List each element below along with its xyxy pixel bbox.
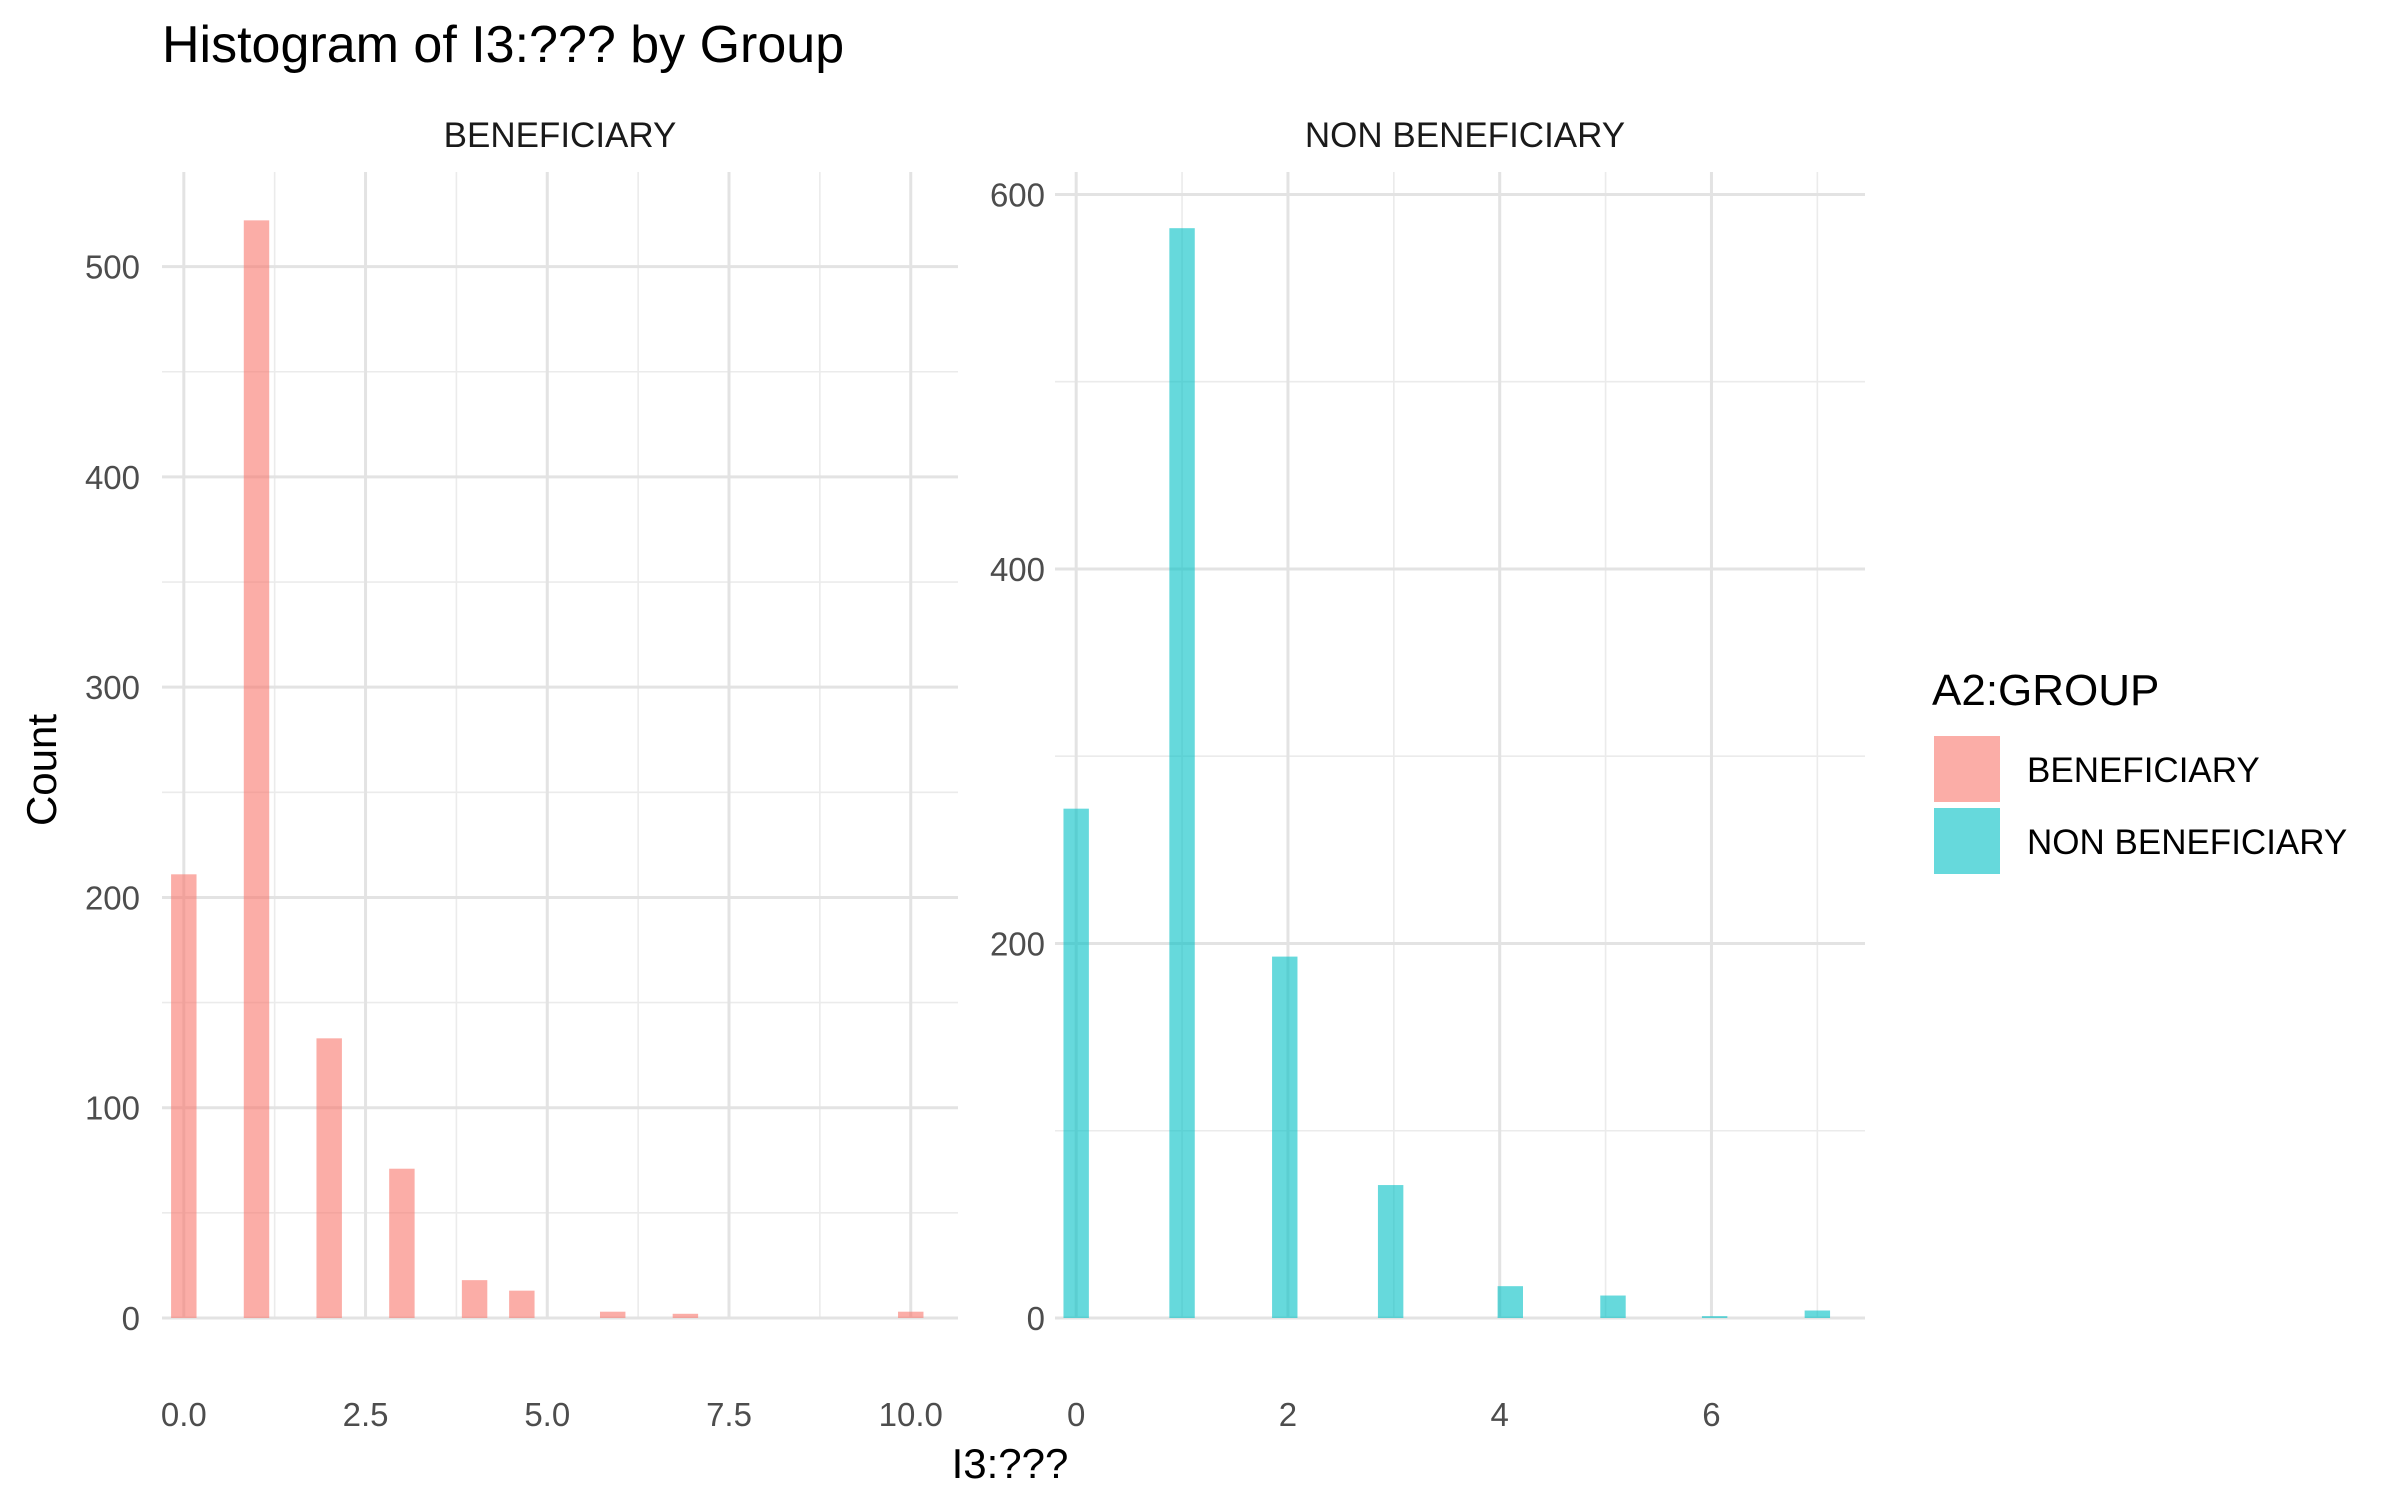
histogram-bar-non-beneficiary: [1377, 1185, 1404, 1318]
tick-labels: 0.0 2.5 5.0 7.5 10.0 0 100 200 300 400 500 0 2 4 6 0 200…: [85, 176, 1721, 1433]
histogram-bar-non-beneficiary: [1063, 808, 1089, 1318]
y-tick-label: 600: [990, 176, 1045, 213]
histogram-bar-beneficiary: [599, 1311, 626, 1318]
y-axis-label: Count: [18, 714, 65, 826]
histogram-bar-non-beneficiary: [1701, 1316, 1728, 1318]
y-tick-label: 400: [990, 551, 1045, 588]
y-tick-label: 0: [122, 1300, 140, 1337]
x-tick-label: 10.0: [879, 1396, 943, 1433]
x-tick-label: 0.0: [161, 1396, 207, 1433]
y-tick-label: 0: [1027, 1300, 1045, 1337]
histogram-bar-beneficiary: [316, 1038, 342, 1318]
legend-label-beneficiary: BENEFICIARY: [2027, 751, 2260, 790]
chart-title: Histogram of I3:??? by Group: [162, 16, 844, 74]
histogram-bar-beneficiary: [509, 1290, 535, 1318]
x-tick-label: 6: [1702, 1396, 1720, 1433]
legend-swatch-non-beneficiary: [1934, 808, 2000, 874]
y-tick-label: 300: [85, 669, 140, 706]
legend-title: A2:GROUP: [1932, 666, 2159, 715]
histogram-bar-non-beneficiary: [1600, 1295, 1626, 1318]
histogram-bar-non-beneficiary: [1497, 1286, 1523, 1318]
x-tick-label: 7.5: [706, 1396, 752, 1433]
histogram-bar-non-beneficiary: [1169, 228, 1195, 1318]
x-tick-label: 2: [1279, 1396, 1297, 1433]
histogram-bar-beneficiary: [672, 1313, 699, 1318]
histogram-bar-beneficiary: [389, 1168, 415, 1318]
x-tick-label: 0: [1067, 1396, 1085, 1433]
y-tick-label: 100: [85, 1090, 140, 1127]
legend: A2:GROUP BENEFICIARY NON BENEFICIARY: [1932, 666, 2347, 874]
strip-label-non-beneficiary: NON BENEFICIARY: [1305, 116, 1625, 155]
y-tick-label: 500: [85, 249, 140, 286]
legend-label-non-beneficiary: NON BENEFICIARY: [2027, 823, 2347, 862]
histogram-bar-beneficiary: [243, 220, 270, 1319]
x-tick-label: 4: [1491, 1396, 1509, 1433]
histogram-bar-beneficiary: [461, 1280, 488, 1318]
histogram-bar-beneficiary: [898, 1311, 924, 1318]
histogram-bar-non-beneficiary: [1272, 956, 1298, 1318]
y-tick-label: 200: [85, 879, 140, 916]
bars: [171, 220, 1831, 1319]
strip-label-beneficiary: BENEFICIARY: [444, 116, 677, 155]
histogram-bar-beneficiary: [171, 874, 197, 1318]
y-tick-label: 200: [990, 925, 1045, 962]
x-tick-label: 5.0: [524, 1396, 570, 1433]
histogram-bar-non-beneficiary: [1804, 1310, 1831, 1318]
x-axis-label: I3:???: [952, 1440, 1069, 1487]
x-tick-label: 2.5: [343, 1396, 389, 1433]
gridlines: [162, 172, 1865, 1320]
y-tick-label: 400: [85, 459, 140, 496]
legend-swatch-beneficiary: [1934, 736, 2000, 802]
